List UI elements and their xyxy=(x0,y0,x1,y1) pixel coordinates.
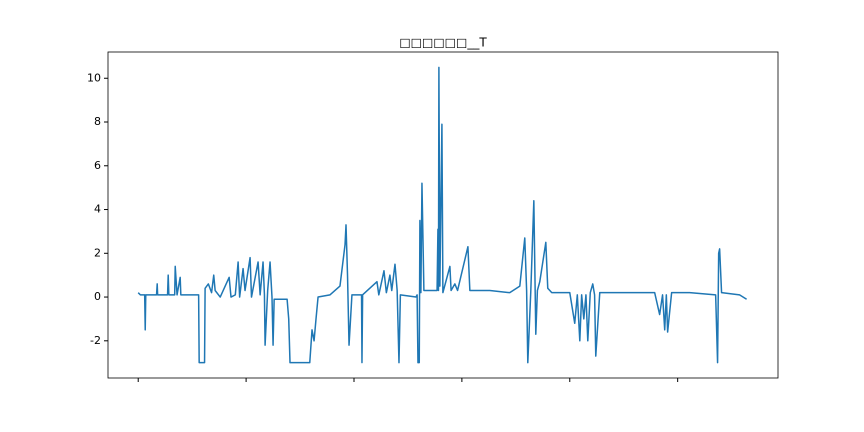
chart-title: □□□□□□__T xyxy=(399,36,487,50)
y-tick-label: 8 xyxy=(94,115,101,128)
y-tick-label: 2 xyxy=(94,246,101,259)
y-tick-label: 4 xyxy=(94,203,101,216)
y-tick-label: 10 xyxy=(87,71,101,84)
axes-frame xyxy=(107,51,779,379)
y-tick-label: 0 xyxy=(94,290,101,303)
y-tick-label: 6 xyxy=(94,159,101,172)
data-line xyxy=(137,66,747,364)
y-tick-label: -2 xyxy=(90,334,101,347)
